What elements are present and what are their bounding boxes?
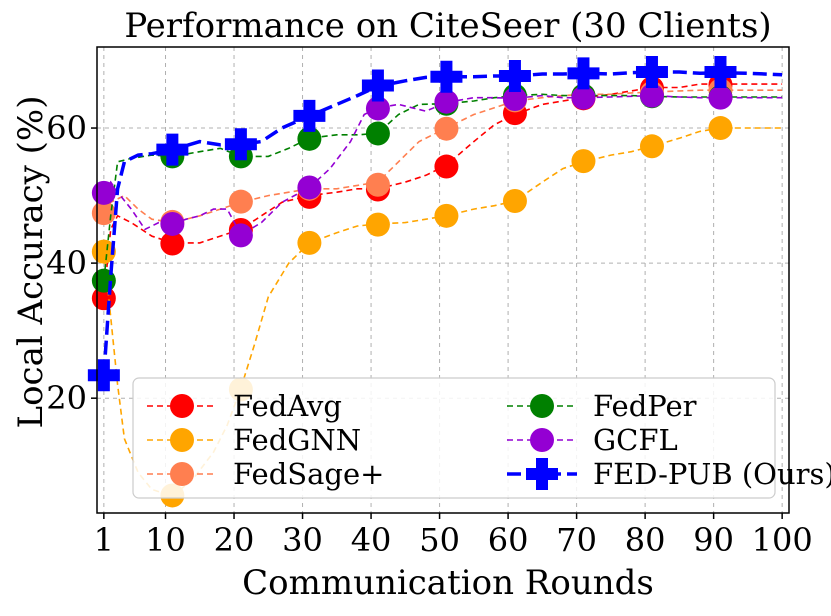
data-point-gcfl <box>708 85 733 110</box>
y-tick-label: 60 <box>46 109 87 147</box>
legend-marker-gcfl <box>530 428 554 452</box>
series-line-fedavg <box>103 83 783 297</box>
data-point-gcfl <box>434 89 459 114</box>
data-point-fed-pub-ours <box>567 57 600 90</box>
data-point-fedgnn <box>571 149 596 174</box>
data-point-fedper <box>365 121 390 146</box>
legend-label-fed-pub-ours: FED-PUB (Ours) <box>593 457 831 491</box>
data-point-fed-pub-ours <box>704 55 737 88</box>
data-point-gcfl <box>228 223 253 248</box>
data-point-gcfl <box>502 87 527 112</box>
x-tick-label: 80 <box>625 521 666 559</box>
data-point-fedgnn <box>434 203 459 228</box>
data-point-fed-pub-ours <box>156 133 189 166</box>
data-point-fedgnn <box>297 230 322 255</box>
legend-label-fedper: FedPer <box>593 389 697 423</box>
legend-marker-fed-pub-ours <box>526 458 558 490</box>
data-point-fedavg <box>434 154 459 179</box>
data-point-fed-pub-ours <box>293 99 326 132</box>
x-tick-label: 1 <box>94 521 114 559</box>
data-point-fedsage <box>365 172 390 197</box>
legend-item-fedper: FedPer <box>507 389 697 423</box>
legend-item-fedsage: FedSage+ <box>147 457 384 491</box>
data-point-fedgnn <box>91 239 116 264</box>
series-line-fedper <box>103 93 783 281</box>
series-fedper <box>91 83 783 293</box>
legend-box <box>132 377 776 499</box>
data-point-fedgnn <box>708 116 733 141</box>
plot-frame <box>96 46 790 514</box>
y-tick-label: 20 <box>46 379 87 417</box>
x-tick-label: 50 <box>419 521 460 559</box>
data-point-fedper <box>297 126 322 151</box>
legend-label-fedavg: FedAvg <box>233 389 342 423</box>
x-tick-label: 30 <box>282 521 323 559</box>
data-point-gcfl <box>160 211 185 236</box>
data-point-fedgnn <box>502 188 527 213</box>
data-point-fed-pub-ours <box>635 55 668 88</box>
x-tick-label: 70 <box>556 521 597 559</box>
data-point-gcfl <box>639 83 664 108</box>
legend-item-fedgnn: FedGNN <box>147 423 361 457</box>
legend-label-gcfl: GCFL <box>593 423 678 457</box>
x-tick-label: 100 <box>752 521 813 559</box>
chart-title: Performance on CiteSeer (30 Clients) <box>124 6 771 46</box>
series-layer <box>87 55 783 508</box>
legend-marker-fedper <box>530 394 554 418</box>
data-point-gcfl <box>91 180 116 205</box>
data-point-fed-pub-ours <box>87 359 120 392</box>
data-point-gcfl <box>365 96 390 121</box>
series-fed-pub-ours <box>87 55 783 392</box>
x-tick-label: 90 <box>693 521 734 559</box>
legend-marker-fedgnn <box>170 428 194 452</box>
legend-marker-fedsage <box>170 462 194 486</box>
legend-marker-fedavg <box>170 394 194 418</box>
data-point-gcfl <box>297 175 322 200</box>
y-tick-label: 40 <box>46 244 87 282</box>
legend-label-fedsage: FedSage+ <box>233 457 384 491</box>
data-point-fedgnn <box>639 134 664 159</box>
legend-item-fedavg: FedAvg <box>147 389 342 423</box>
tick-layer: 1 10 20 30 40 50 60 70 80 90 100 20 40 60 <box>46 109 812 559</box>
data-point-fedsage <box>228 189 253 214</box>
data-point-gcfl <box>571 85 596 110</box>
x-tick-label: 20 <box>214 521 255 559</box>
data-point-fedavg <box>160 231 185 256</box>
x-tick-label: 40 <box>351 521 392 559</box>
y-axis-label: Local Accuracy (%) <box>11 96 51 429</box>
x-tick-label: 10 <box>145 521 186 559</box>
x-axis-label: Communication Rounds <box>242 563 654 603</box>
data-point-fed-pub-ours <box>430 60 463 93</box>
data-point-fed-pub-ours <box>498 60 531 93</box>
legend-label-fedgnn: FedGNN <box>233 423 361 457</box>
data-point-fedgnn <box>365 212 390 237</box>
legend-item-fed-pub-ours: FED-PUB (Ours) <box>507 457 831 491</box>
legend-item-gcfl: GCFL <box>507 423 678 457</box>
x-tick-label: 60 <box>488 521 529 559</box>
data-point-fedsage <box>434 116 459 141</box>
series-gcfl <box>91 83 783 248</box>
data-point-fed-pub-ours <box>224 128 257 161</box>
data-point-fed-pub-ours <box>361 69 394 102</box>
